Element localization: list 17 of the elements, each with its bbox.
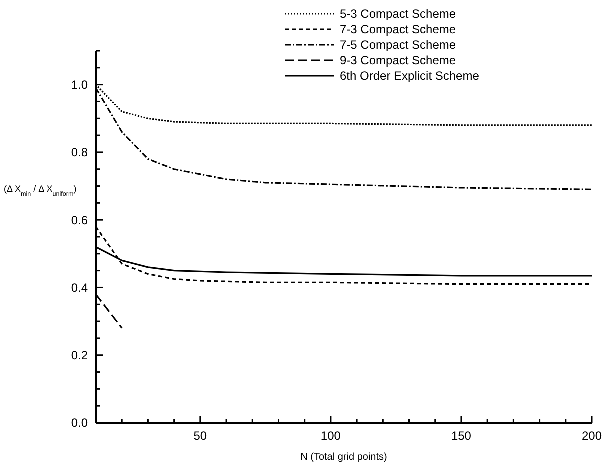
x-tick-label: 200 bbox=[582, 429, 602, 443]
x-tick-label: 50 bbox=[194, 429, 208, 443]
legend-label: 7-3 Compact Scheme bbox=[340, 22, 456, 37]
y-axis-title: (Δ X$_{min}$ / Δ X$_{uniform}$) bbox=[4, 184, 77, 198]
y-tick-label: 0.0 bbox=[71, 416, 88, 430]
y-tick-label: 0.8 bbox=[71, 146, 88, 160]
y-tick-label: 0.6 bbox=[71, 213, 88, 228]
legend-label: 9-3 Compact Scheme bbox=[340, 54, 456, 68]
legend-label: 5-3 Compact Scheme bbox=[340, 7, 456, 22]
y-tick-label: 0.2 bbox=[71, 348, 88, 363]
x-axis-title: N (Total grid points) bbox=[300, 452, 388, 463]
y-tick-label: 0.4 bbox=[71, 280, 88, 295]
legend-label: 6th Order Explicit Scheme bbox=[340, 69, 480, 84]
x-tick-label: 100 bbox=[320, 429, 342, 443]
x-tick-label: 150 bbox=[451, 429, 472, 443]
y-tick-label: 1.0 bbox=[71, 78, 88, 92]
legend-label: 7-5 Compact Scheme bbox=[340, 38, 456, 52]
